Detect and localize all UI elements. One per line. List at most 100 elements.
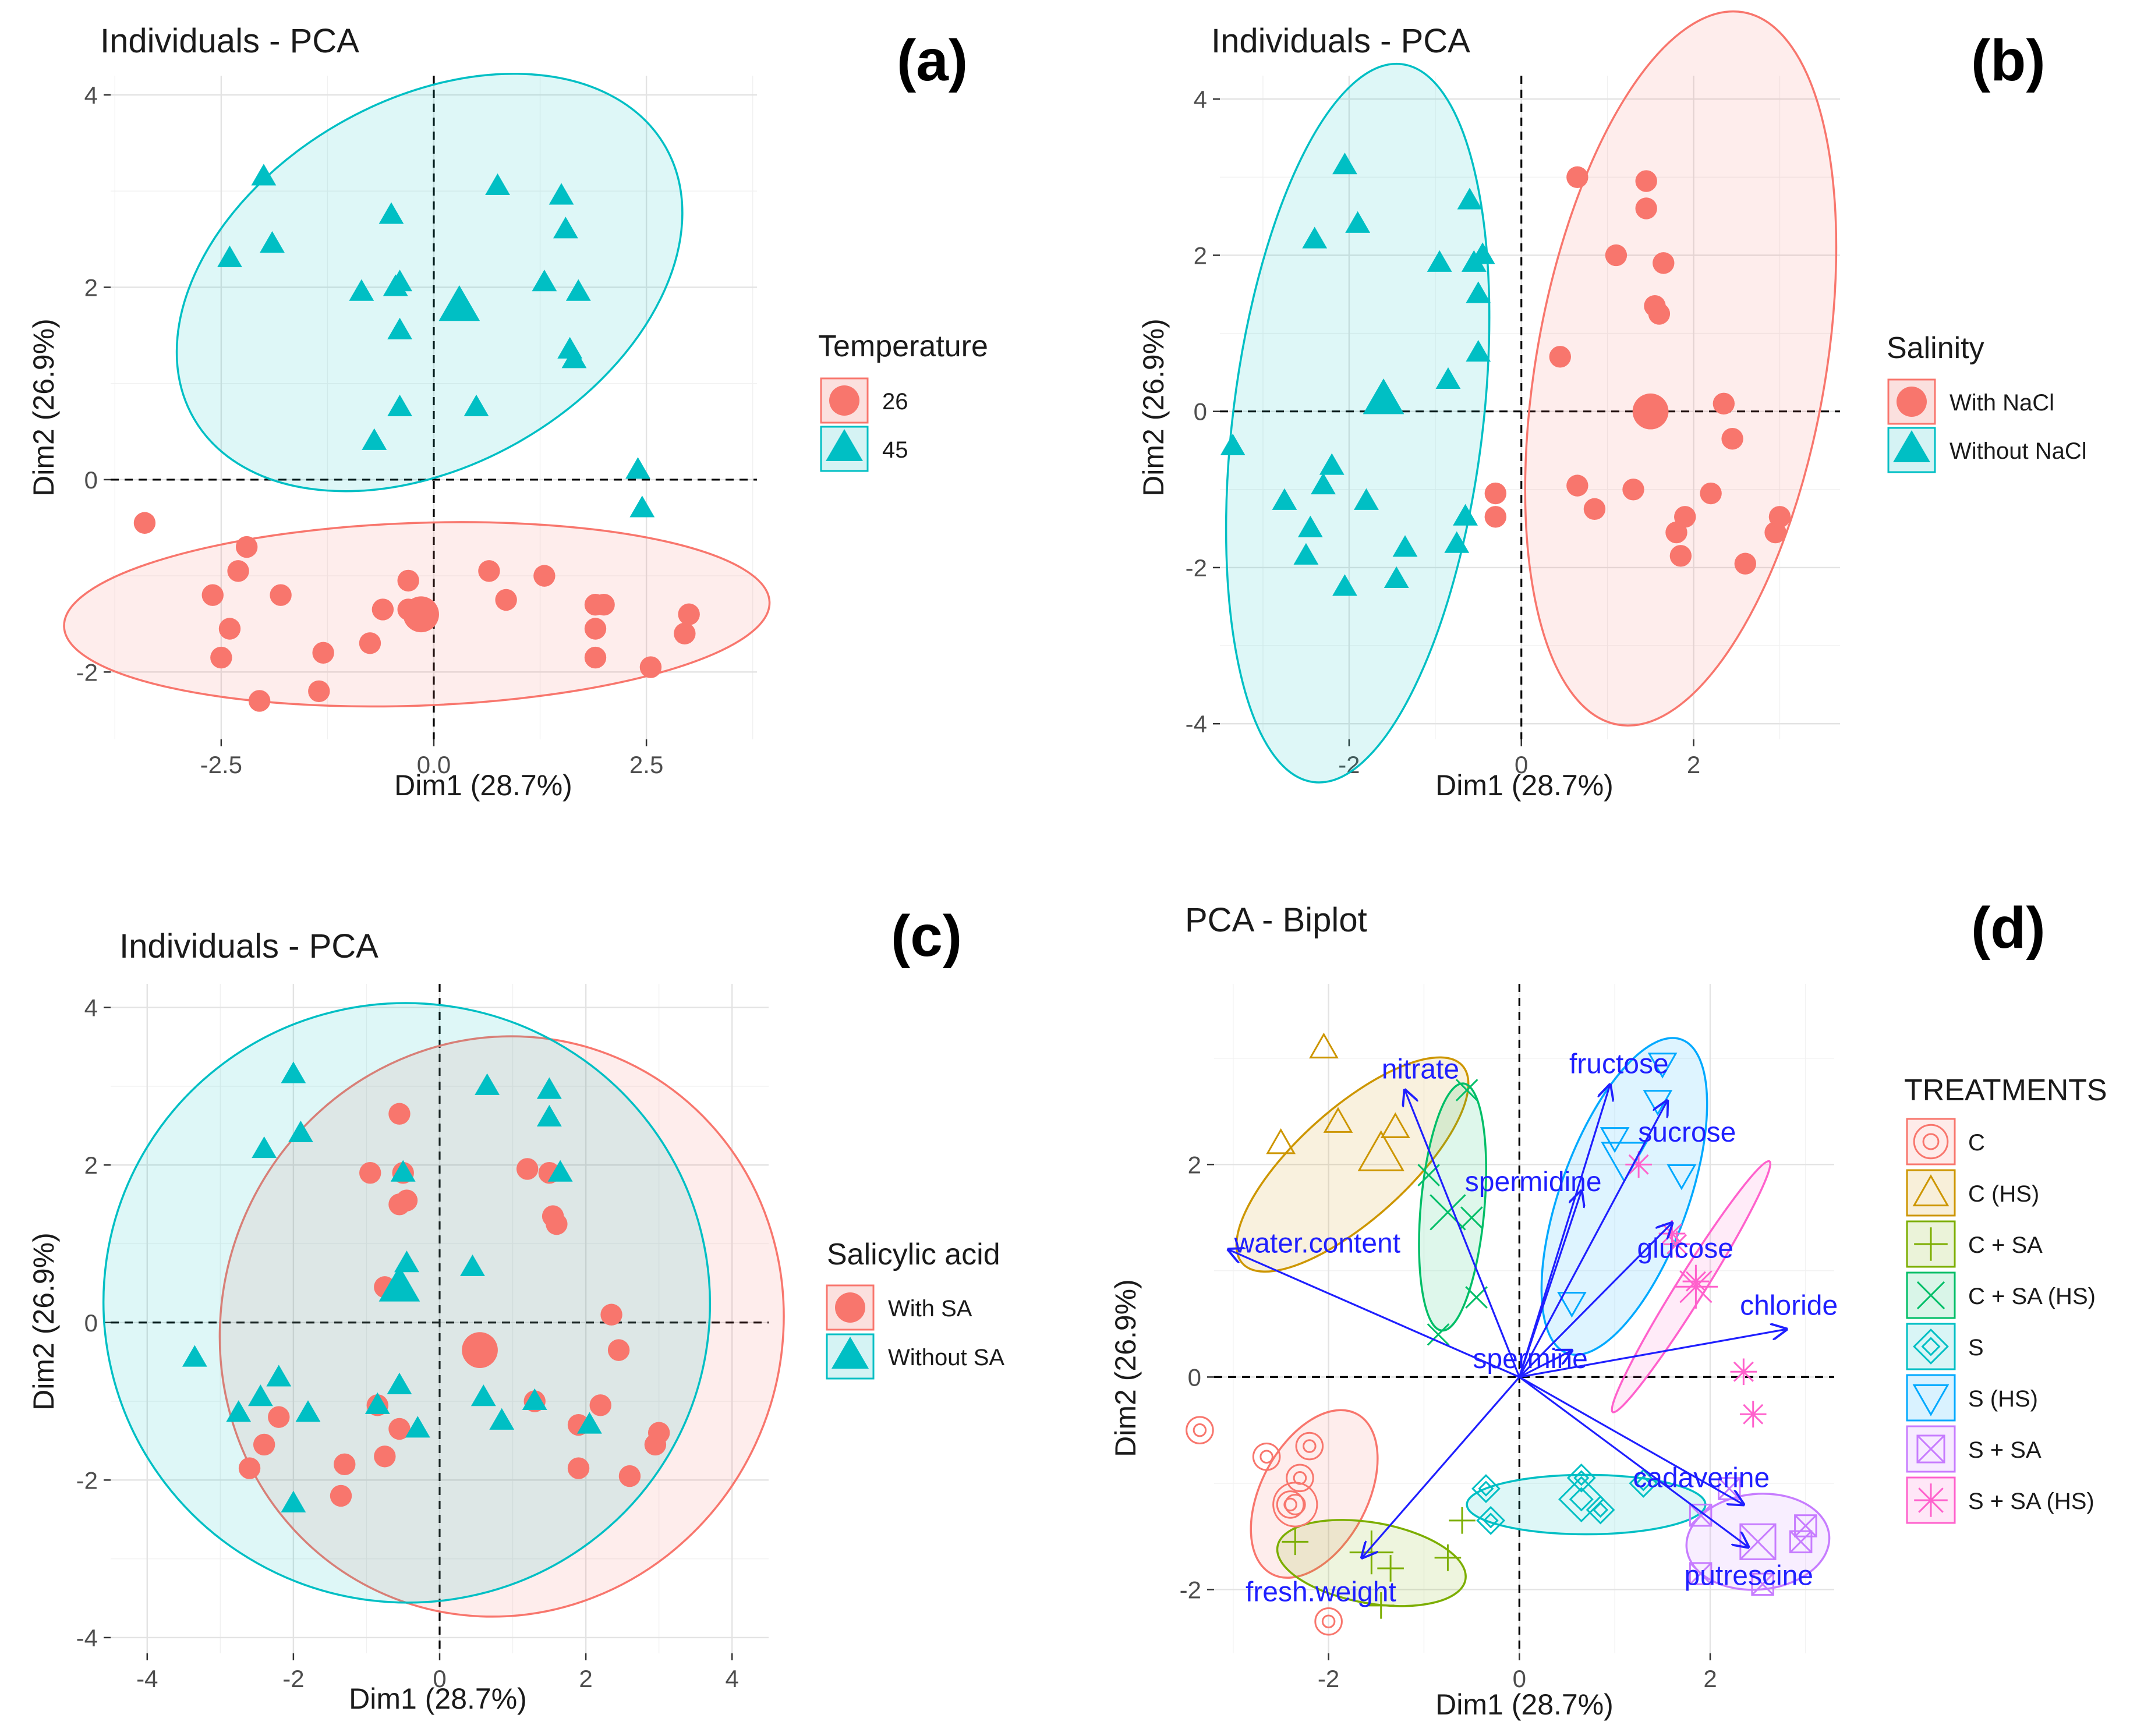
point-with-sa <box>516 1158 539 1180</box>
point-s <box>1476 1505 1506 1535</box>
variable-label-fresh-weight: fresh.weight <box>1246 1577 1396 1608</box>
confidence-ellipse-with-nacl <box>1524 10 1838 727</box>
y-tick-label: 4 <box>1194 86 1207 113</box>
centroid-with-nacl <box>1632 393 1669 430</box>
point-45 <box>561 346 587 369</box>
point-without-sa <box>252 1136 277 1158</box>
centroid-s-sa-hs- <box>1673 1264 1718 1309</box>
confidence-ellipse-with-sa <box>218 1035 785 1618</box>
variable-label-cadaverine: cadaverine <box>1633 1462 1770 1493</box>
point-without-nacl <box>1457 187 1483 210</box>
point-with-sa <box>567 1457 590 1479</box>
point-without-nacl <box>1384 566 1409 589</box>
point-45 <box>387 270 412 292</box>
point-26 <box>639 656 662 678</box>
legend-label-45: 45 <box>882 437 908 463</box>
point-with-sa <box>238 1457 261 1479</box>
legend-triangle-icon <box>1893 430 1930 462</box>
point-26 <box>372 598 394 621</box>
centroid-with-sa <box>462 1332 498 1368</box>
y-tick-label: -4 <box>76 1624 98 1652</box>
y-tick-label: -2 <box>76 658 98 686</box>
point-with-nacl <box>1549 346 1571 368</box>
point-s <box>1629 1469 1658 1498</box>
y-tick-label: 0 <box>1188 1363 1201 1391</box>
point-c-sa <box>1367 1592 1395 1619</box>
variable-label-water-content: water.content <box>1234 1228 1401 1259</box>
point-26 <box>248 690 271 712</box>
point-with-sa <box>600 1303 622 1326</box>
point-with-nacl <box>1768 506 1791 528</box>
panel-c-ylabel: Dim2 (26.9%) <box>27 1232 60 1411</box>
panel-b-label: (b) <box>1971 28 2046 93</box>
x-tick-label: -2.5 <box>200 751 242 778</box>
legend-triangle-icon <box>826 429 863 461</box>
point-26 <box>593 593 615 616</box>
legend-circle-icon <box>835 1292 865 1323</box>
point-with-nacl <box>1566 474 1588 497</box>
loading-arrow-fructose <box>1518 1085 1610 1377</box>
point-26 <box>674 622 696 644</box>
point-45 <box>549 183 574 205</box>
point-without-sa <box>281 1061 306 1083</box>
point-c <box>1186 1416 1214 1444</box>
point-45 <box>532 270 557 292</box>
point-with-sa <box>374 1446 396 1468</box>
point-c-hs- <box>1323 1107 1353 1133</box>
centroid-without-sa <box>378 1266 420 1302</box>
point-26 <box>308 680 330 703</box>
point-with-sa <box>607 1339 630 1361</box>
variable-label-spermidine: spermidine <box>1465 1167 1602 1198</box>
panel-a-legend-title: Temperature <box>818 330 988 363</box>
legend-label-26: 26 <box>882 389 908 414</box>
loading-arrow-chloride <box>1519 1329 1786 1378</box>
point-without-sa <box>281 1490 306 1512</box>
legend-square-plus-icon <box>1914 1227 1948 1261</box>
legend-label-without-sa: Without SA <box>888 1345 1004 1370</box>
point-s <box>1566 1463 1596 1493</box>
point-c-sa-hs- <box>1460 1206 1483 1229</box>
point-without-sa <box>489 1408 515 1430</box>
y-tick-label: 4 <box>84 82 98 109</box>
panel-d-xlabel: Dim1 (28.7%) <box>1435 1688 1614 1721</box>
plot-background <box>1214 984 1834 1653</box>
y-tick-label: 4 <box>84 994 98 1022</box>
point-with-nacl <box>1653 252 1675 274</box>
loading-arrow-spermine <box>1519 1351 1572 1378</box>
point-with-sa <box>334 1453 356 1475</box>
point-with-sa <box>268 1406 290 1428</box>
panel-c-xlabel: Dim1 (28.7%) <box>349 1682 527 1715</box>
centroid-45 <box>438 285 480 321</box>
panel-b-legend: Salinity With NaCl Without NaCl <box>1887 331 2087 473</box>
panel-d-title: PCA - Biplot <box>1185 901 1367 939</box>
variable-label-fructose: fructose <box>1569 1048 1669 1079</box>
point-without-sa <box>247 1384 273 1406</box>
legend-label-s-hs-: S (HS) <box>1968 1386 2038 1412</box>
point-c-sa <box>1282 1528 1309 1556</box>
point-26 <box>235 536 258 558</box>
loading-arrow-sucrose <box>1518 1101 1667 1378</box>
y-tick-label: -4 <box>1186 710 1207 738</box>
panel-b-title: Individuals - PCA <box>1211 22 1470 60</box>
point-with-nacl <box>1583 498 1606 520</box>
loading-arrow-cadaverine <box>1519 1376 1743 1504</box>
x-tick-label: 2 <box>1703 1665 1717 1692</box>
variable-label-nitrate: nitrate <box>1382 1054 1459 1085</box>
point-45 <box>378 202 404 224</box>
variable-label-sucrose: sucrose <box>1638 1117 1736 1148</box>
loading-arrow-putrescine <box>1519 1376 1748 1547</box>
point-c-sa-hs- <box>1427 1323 1450 1346</box>
panel-a-title: Individuals - PCA <box>100 22 359 60</box>
point-with-nacl <box>1566 166 1588 189</box>
legend-triangle-icon <box>832 1337 869 1369</box>
x-tick-label: -2 <box>1318 1665 1339 1692</box>
x-tick-label: 2 <box>1687 751 1700 778</box>
point-without-sa <box>405 1416 430 1438</box>
point-without-nacl <box>1453 504 1478 526</box>
panel-a-ylabel: Dim2 (26.9%) <box>27 318 60 497</box>
point-c-sa-hs- <box>1465 1286 1488 1309</box>
point-s-hs- <box>1557 1292 1587 1318</box>
legend-circle-icon <box>1897 387 1927 417</box>
legend-square-x-open-icon <box>1916 1434 1945 1464</box>
